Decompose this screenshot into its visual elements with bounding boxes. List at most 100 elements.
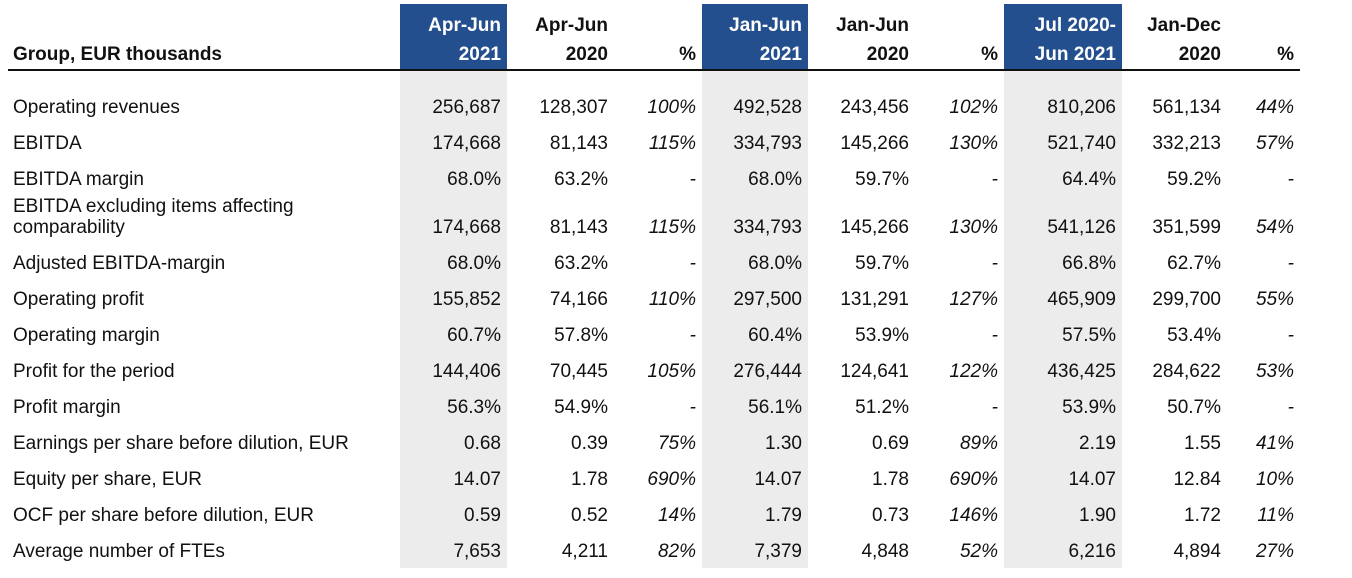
- value-cell: 334,793: [702, 124, 808, 160]
- table-header-label: Group, EUR thousands: [8, 4, 400, 71]
- value-cell: 145,266: [840, 217, 909, 238]
- value-cell: 1.79: [702, 496, 808, 532]
- table-row: Average number of FTEs 7,653 4,211 82% 7,379…: [8, 532, 1300, 568]
- change-pct-cell: 75%: [657, 433, 696, 454]
- value-cell: 145,266: [840, 133, 909, 154]
- change-pct-cell: 690%: [949, 469, 998, 490]
- value-cell: 1.30: [702, 424, 808, 460]
- financial-summary-table: Group, EUR thousands Apr-Jun 2021 Apr-Jun…: [8, 4, 1300, 568]
- table-row: Operating revenues 256,687 128,307 100% 492,…: [8, 88, 1300, 124]
- value-cell: 62.7%: [1167, 253, 1221, 274]
- change-pct-cell: 115%: [648, 133, 696, 154]
- change-pct-cell: 127%: [949, 289, 998, 310]
- change-pct-cell: 14%: [657, 505, 696, 526]
- column-header-q2-change-pct: %: [614, 4, 702, 71]
- value-cell: 53.9%: [855, 325, 909, 346]
- row-label: Operating revenues: [13, 97, 180, 118]
- value-cell: 14.07: [1004, 460, 1122, 496]
- value-cell: 53.9%: [1004, 388, 1122, 424]
- value-cell: 7,653: [400, 532, 507, 568]
- value-cell: 7,379: [702, 532, 808, 568]
- change-pct-cell: -: [1287, 169, 1294, 190]
- value-cell: 0.39: [571, 433, 608, 454]
- change-pct-cell: -: [991, 169, 998, 190]
- change-pct-cell: 55%: [1255, 289, 1294, 310]
- table-row: EBITDA margin 68.0% 63.2% -68.0% 59.7% -64.4%…: [8, 160, 1300, 196]
- table-row: Operating profit 155,852 74,166 110% 297,500…: [8, 280, 1300, 316]
- row-label: Profit for the period: [13, 361, 175, 382]
- column-header-jul2020-jun2021: Jul 2020- Jun 2021: [1004, 4, 1122, 71]
- change-pct-cell: 41%: [1255, 433, 1294, 454]
- table-row: Profit margin 56.3% 54.9% -56.1% 51.2% -53.9%…: [8, 388, 1300, 424]
- value-cell: 53.4%: [1167, 325, 1221, 346]
- value-cell: 57.5%: [1004, 316, 1122, 352]
- column-header-apr-jun-2020: Apr-Jun 2020: [507, 4, 614, 71]
- value-cell: 56.1%: [702, 388, 808, 424]
- row-label: Equity per share, EUR: [13, 469, 203, 490]
- change-pct-cell: 54%: [1255, 217, 1294, 238]
- table-row: Earnings per share before dilution, EUR 0…: [8, 424, 1300, 460]
- row-label: Profit margin: [13, 397, 121, 418]
- value-cell: 0.73: [872, 505, 909, 526]
- change-pct-cell: 89%: [959, 433, 998, 454]
- value-cell: 243,456: [840, 97, 909, 118]
- value-cell: 60.7%: [400, 316, 507, 352]
- value-cell: 276,444: [702, 352, 808, 388]
- change-pct-cell: -: [689, 169, 696, 190]
- value-cell: 1.90: [1004, 496, 1122, 532]
- table-row: EBITDA 174,668 81,143 115% 334,793 145,266 130…: [8, 124, 1300, 160]
- value-cell: 810,206: [1004, 88, 1122, 124]
- table-row: Equity per share, EUR 14.07 1.78 690% 14.07 1…: [8, 460, 1300, 496]
- table-body: Operating revenues 256,687 128,307 100% 492,…: [8, 70, 1300, 568]
- value-cell: 299,700: [1152, 289, 1221, 310]
- change-pct-cell: 130%: [949, 217, 998, 238]
- value-cell: 256,687: [400, 88, 507, 124]
- value-cell: 1.55: [1184, 433, 1221, 454]
- table-row: OCF per share before dilution, EUR 0.59 0.…: [8, 496, 1300, 532]
- value-cell: 1.78: [571, 469, 608, 490]
- row-label: EBITDA excluding items affecting compara…: [13, 196, 294, 238]
- value-cell: 465,909: [1004, 280, 1122, 316]
- table-row: EBITDA excluding items affecting compara…: [8, 196, 1300, 244]
- table-row: Profit for the period 144,406 70,445 105% 27…: [8, 352, 1300, 388]
- change-pct-cell: -: [689, 253, 696, 274]
- change-pct-cell: 102%: [949, 97, 998, 118]
- value-cell: 561,134: [1152, 97, 1221, 118]
- change-pct-cell: 57%: [1255, 133, 1294, 154]
- value-cell: 128,307: [539, 97, 608, 118]
- value-cell: 70,445: [549, 361, 608, 382]
- value-cell: 56.3%: [400, 388, 507, 424]
- change-pct-cell: -: [689, 397, 696, 418]
- value-cell: 0.59: [400, 496, 507, 532]
- value-cell: 297,500: [702, 280, 808, 316]
- change-pct-cell: 690%: [647, 469, 696, 490]
- value-cell: 12.84: [1173, 469, 1221, 490]
- value-cell: 68.0%: [702, 244, 808, 280]
- row-label: EBITDA: [13, 133, 82, 154]
- value-cell: 57.8%: [554, 325, 608, 346]
- value-cell: 174,668: [400, 124, 507, 160]
- row-label: Adjusted EBITDA-margin: [13, 253, 226, 274]
- value-cell: 174,668: [400, 196, 507, 244]
- table-row: Operating margin 60.7% 57.8% -60.4% 53.9% -57…: [8, 316, 1300, 352]
- change-pct-cell: 105%: [647, 361, 696, 382]
- change-pct-cell: -: [689, 325, 696, 346]
- change-pct-cell: 53%: [1255, 361, 1294, 382]
- row-label: Operating margin: [13, 325, 160, 346]
- value-cell: 4,894: [1173, 541, 1221, 562]
- table-row: Adjusted EBITDA-margin 68.0% 63.2% -68.0% 59…: [8, 244, 1300, 280]
- value-cell: 63.2%: [554, 169, 608, 190]
- row-label: EBITDA margin: [13, 169, 144, 190]
- value-cell: 68.0%: [400, 244, 507, 280]
- value-cell: 50.7%: [1167, 397, 1221, 418]
- change-pct-cell: 10%: [1255, 469, 1294, 490]
- change-pct-cell: -: [1287, 325, 1294, 346]
- value-cell: 351,599: [1152, 217, 1221, 238]
- change-pct-cell: 82%: [657, 541, 696, 562]
- change-pct-cell: 115%: [648, 217, 696, 238]
- change-pct-cell: 146%: [949, 505, 998, 526]
- value-cell: 74,166: [549, 289, 608, 310]
- value-cell: 59.7%: [855, 253, 909, 274]
- value-cell: 6,216: [1004, 532, 1122, 568]
- column-header-jan-jun-2020: Jan-Jun 2020: [808, 4, 915, 71]
